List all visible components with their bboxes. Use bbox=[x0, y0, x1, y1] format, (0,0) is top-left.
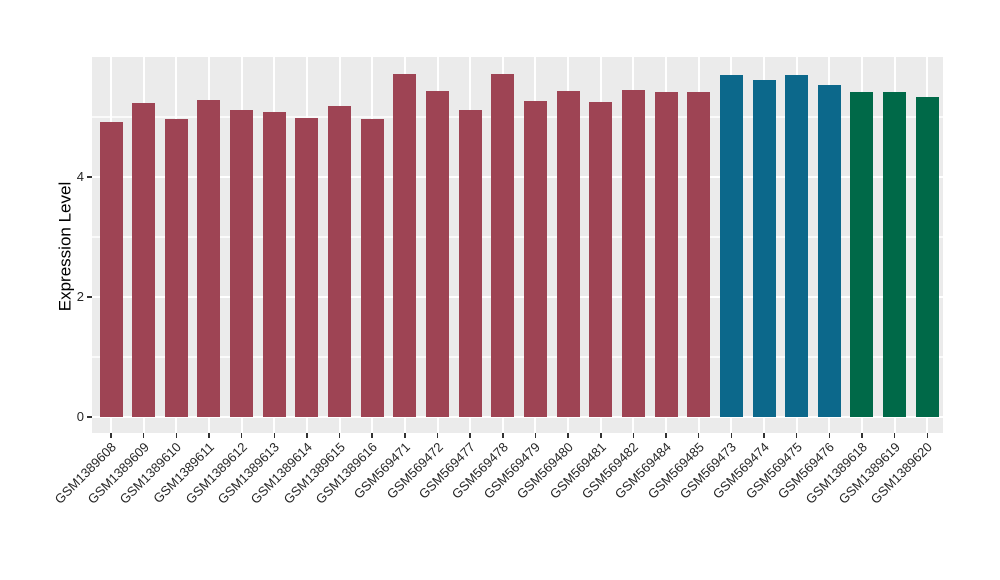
x-tick-GSM569481 bbox=[600, 433, 602, 438]
x-tick-GSM569477 bbox=[469, 433, 471, 438]
bar-GSM569475 bbox=[785, 75, 809, 417]
x-tick-GSM569482 bbox=[632, 433, 635, 438]
x-tick-GSM1389611 bbox=[208, 433, 210, 438]
bar-GSM569482 bbox=[621, 90, 645, 417]
x-tick-GSM1389609 bbox=[142, 433, 145, 438]
x-tick-GSM569479 bbox=[534, 433, 537, 438]
y-tick-2 bbox=[87, 296, 92, 298]
bar-GSM569471 bbox=[393, 74, 417, 417]
bar-GSM1389620 bbox=[915, 96, 939, 417]
x-tick-GSM1389614 bbox=[306, 433, 308, 438]
bar-GSM1389619 bbox=[883, 92, 907, 417]
bar-GSM569478 bbox=[491, 73, 515, 417]
x-tick-GSM1389615 bbox=[338, 433, 341, 438]
bar-GSM569485 bbox=[687, 92, 711, 417]
x-tick-GSM569476 bbox=[828, 433, 831, 438]
x-tick-GSM569475 bbox=[795, 433, 798, 438]
bar-GSM1389609 bbox=[132, 103, 156, 417]
x-tick-GSM569480 bbox=[567, 433, 569, 438]
bar-GSM1389618 bbox=[850, 92, 874, 417]
bar-GSM569473 bbox=[719, 75, 743, 417]
plot-panel bbox=[92, 57, 943, 433]
bar-GSM1389613 bbox=[262, 112, 286, 417]
y-tick-label-0: 0 bbox=[76, 409, 84, 424]
gridline-major-y-0 bbox=[92, 416, 943, 418]
x-tick-GSM569471 bbox=[404, 433, 406, 438]
bar-GSM1389611 bbox=[197, 100, 221, 417]
bar-GSM569472 bbox=[426, 90, 449, 417]
gridline-major-y-4 bbox=[92, 176, 943, 178]
x-tick-GSM569474 bbox=[763, 433, 765, 438]
x-tick-GSM1389610 bbox=[175, 433, 178, 438]
x-tick-GSM1389616 bbox=[371, 433, 373, 438]
y-tick-label-4: 4 bbox=[76, 169, 84, 184]
x-tick-GSM1389612 bbox=[240, 433, 243, 438]
bar-GSM569480 bbox=[556, 90, 580, 417]
bar-GSM1389610 bbox=[164, 118, 188, 417]
gridline-minor-y-5 bbox=[92, 116, 943, 118]
x-tick-GSM1389608 bbox=[110, 433, 112, 438]
bar-GSM569479 bbox=[523, 100, 547, 417]
bar-GSM1389608 bbox=[99, 121, 123, 417]
x-tick-GSM569485 bbox=[697, 433, 700, 438]
x-tick-GSM1389618 bbox=[861, 433, 863, 438]
bar-GSM569474 bbox=[752, 79, 776, 417]
gridline-minor-y-1 bbox=[92, 356, 943, 358]
bar-GSM1389612 bbox=[230, 110, 254, 417]
x-tick-GSM569472 bbox=[436, 433, 439, 438]
bar-GSM569484 bbox=[654, 91, 678, 417]
x-tick-GSM569484 bbox=[665, 433, 667, 438]
y-tick-label-2: 2 bbox=[76, 289, 84, 304]
bar-GSM1389614 bbox=[295, 118, 319, 417]
bar-GSM569481 bbox=[589, 102, 613, 417]
bar-GSM1389615 bbox=[328, 106, 352, 417]
gridline-major-y-2 bbox=[92, 296, 943, 298]
x-tick-GSM1389620 bbox=[926, 433, 928, 438]
bar-GSM1389616 bbox=[360, 118, 384, 417]
bar-GSM569476 bbox=[817, 85, 841, 417]
gridline-minor-y-3 bbox=[92, 236, 943, 238]
x-tick-GSM1389613 bbox=[273, 433, 275, 438]
y-tick-0 bbox=[87, 416, 92, 418]
x-tick-GSM569478 bbox=[502, 433, 504, 438]
x-tick-GSM1389619 bbox=[893, 433, 896, 438]
x-tick-GSM569473 bbox=[730, 433, 733, 438]
bar-GSM569477 bbox=[458, 109, 482, 417]
y-tick-4 bbox=[87, 176, 92, 178]
